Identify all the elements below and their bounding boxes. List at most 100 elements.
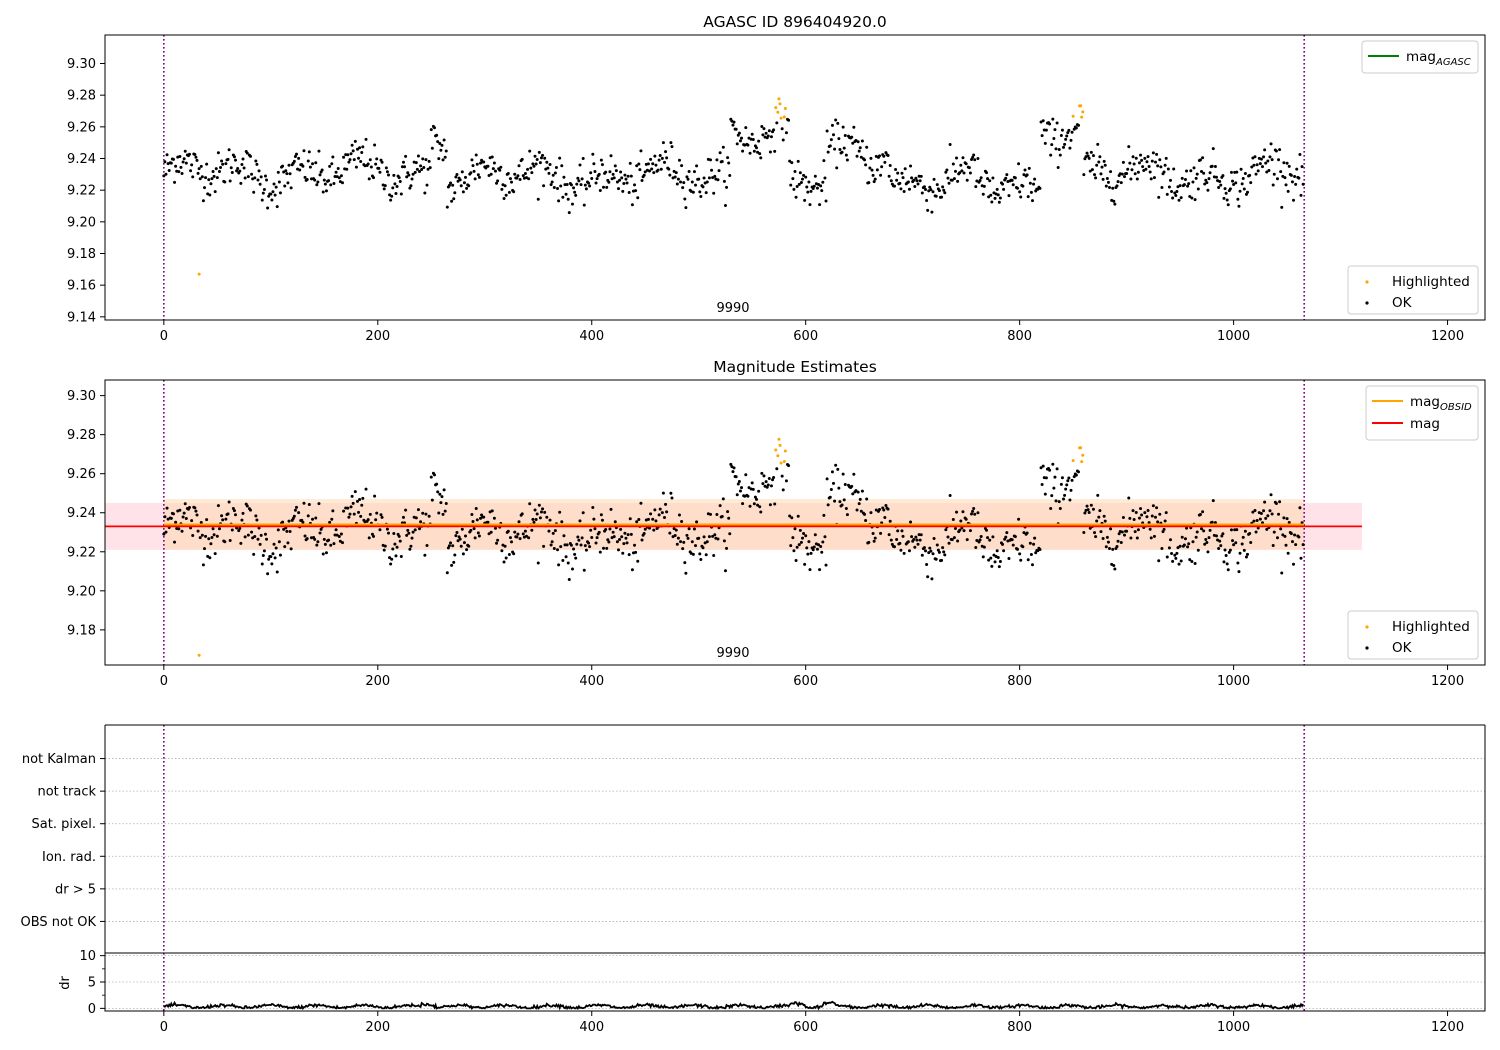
ok-point bbox=[250, 172, 254, 176]
ok-point bbox=[1025, 173, 1029, 177]
ok-point bbox=[339, 174, 343, 178]
ok-point bbox=[798, 528, 802, 532]
ok-point bbox=[1254, 530, 1258, 534]
ok-point bbox=[639, 501, 643, 505]
ok-point bbox=[1094, 176, 1098, 180]
ok-point bbox=[1287, 164, 1291, 168]
ok-point bbox=[792, 187, 796, 191]
ok-point bbox=[556, 187, 560, 191]
ok-point bbox=[536, 561, 540, 565]
ok-point bbox=[797, 182, 801, 186]
dr-line bbox=[163, 1000, 1304, 1011]
y-tick-label: 9.14 bbox=[67, 310, 96, 325]
ok-point bbox=[713, 174, 717, 178]
ok-point bbox=[619, 527, 623, 531]
ok-point bbox=[254, 514, 258, 518]
ok-point bbox=[1292, 198, 1296, 202]
ok-point bbox=[1057, 147, 1061, 151]
ok-point bbox=[329, 183, 333, 187]
ok-point bbox=[597, 530, 601, 534]
ok-point bbox=[1225, 198, 1229, 202]
ok-point bbox=[867, 181, 871, 185]
ok-point bbox=[340, 541, 344, 545]
ok-point bbox=[245, 504, 249, 508]
highlighted-point bbox=[1071, 459, 1075, 463]
ok-point bbox=[579, 543, 583, 547]
ok-point bbox=[1044, 128, 1048, 132]
ok-point bbox=[1065, 483, 1069, 487]
ok-point bbox=[626, 533, 630, 537]
ok-point bbox=[672, 527, 676, 531]
ok-point bbox=[943, 191, 947, 195]
ok-point bbox=[469, 171, 473, 175]
ok-point bbox=[278, 191, 282, 195]
ok-point bbox=[557, 563, 561, 567]
ok-point bbox=[1103, 163, 1107, 167]
ok-point bbox=[654, 163, 658, 167]
ok-point bbox=[286, 181, 290, 185]
ok-point bbox=[844, 153, 848, 157]
ok-point bbox=[275, 205, 279, 209]
ok-point bbox=[854, 489, 858, 493]
highlighted-point bbox=[778, 102, 782, 106]
ok-point bbox=[947, 181, 951, 185]
ok-point bbox=[316, 180, 320, 184]
ok-point bbox=[1279, 170, 1283, 174]
ok-point bbox=[788, 514, 792, 518]
ok-point bbox=[344, 153, 348, 157]
ok-point bbox=[962, 529, 966, 533]
x-tick-label: 400 bbox=[579, 1020, 604, 1035]
ok-point bbox=[886, 507, 890, 511]
ok-point bbox=[1041, 119, 1045, 123]
ok-point bbox=[941, 546, 945, 550]
ok-point bbox=[872, 539, 876, 543]
ok-point bbox=[660, 156, 664, 160]
ok-point bbox=[437, 511, 441, 515]
ok-point bbox=[1211, 499, 1215, 503]
ok-point bbox=[731, 470, 735, 474]
ok-point bbox=[418, 169, 422, 173]
ok-point bbox=[896, 171, 900, 175]
ok-point bbox=[286, 541, 290, 545]
ok-point bbox=[871, 532, 875, 536]
ok-point bbox=[375, 157, 379, 161]
ok-point bbox=[165, 153, 169, 157]
ok-point bbox=[594, 541, 598, 545]
ok-point bbox=[465, 186, 469, 190]
ok-point bbox=[317, 502, 321, 506]
x-tick-label: 800 bbox=[1007, 674, 1032, 689]
ok-point bbox=[661, 491, 665, 495]
ok-point bbox=[567, 211, 571, 215]
ok-point bbox=[1264, 161, 1268, 165]
ok-point bbox=[1210, 164, 1214, 168]
ok-point bbox=[261, 553, 265, 557]
ok-point bbox=[878, 508, 882, 512]
ok-point bbox=[256, 178, 260, 182]
ok-point bbox=[451, 544, 455, 548]
highlighted-point bbox=[779, 461, 783, 465]
ok-point bbox=[947, 541, 951, 545]
ok-point bbox=[955, 156, 959, 160]
ok-point bbox=[1236, 561, 1240, 565]
ok-point bbox=[894, 167, 898, 171]
ok-point bbox=[722, 179, 726, 183]
ok-point bbox=[490, 509, 494, 513]
ok-point bbox=[1013, 535, 1017, 539]
ok-point bbox=[984, 528, 988, 532]
ok-point bbox=[1191, 540, 1195, 544]
ok-point bbox=[1167, 546, 1171, 550]
ok-point bbox=[563, 543, 567, 547]
legend-marker bbox=[1365, 646, 1369, 650]
ok-point bbox=[1033, 536, 1037, 540]
ok-point bbox=[321, 552, 325, 556]
ok-point bbox=[972, 153, 976, 157]
ok-point bbox=[598, 188, 602, 192]
ok-point bbox=[1089, 503, 1093, 507]
ok-point bbox=[614, 169, 618, 173]
ok-point bbox=[708, 158, 712, 162]
ok-point bbox=[1231, 539, 1235, 543]
ok-point bbox=[564, 555, 568, 559]
ok-point bbox=[883, 515, 887, 519]
ok-point bbox=[738, 489, 742, 493]
ok-point bbox=[581, 157, 585, 161]
